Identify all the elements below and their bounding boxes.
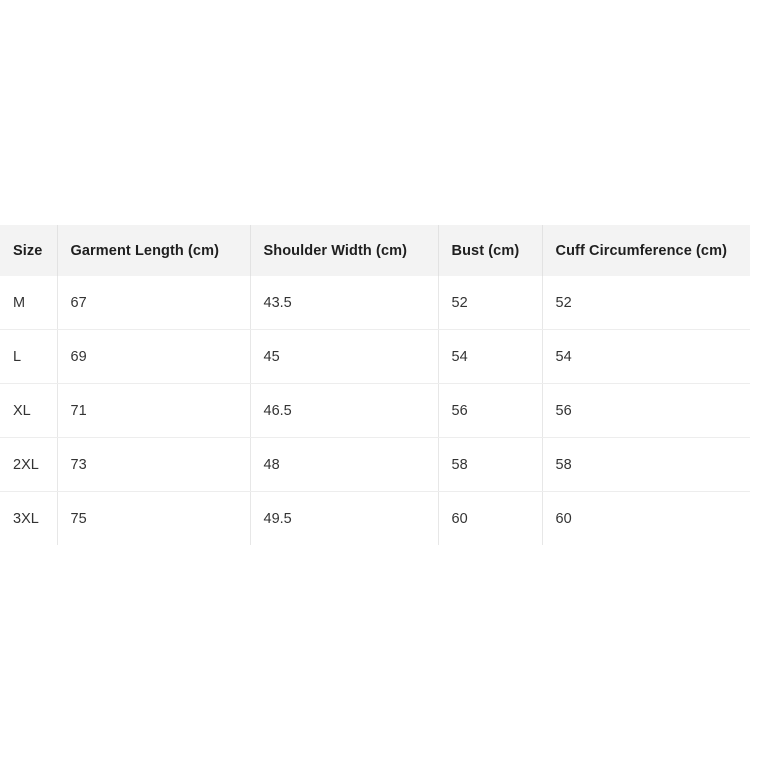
column-header-shoulder-width: Shoulder Width (cm): [250, 225, 439, 276]
cell-shoulder-width: 48: [250, 437, 439, 492]
cell-size: 2XL: [0, 437, 58, 492]
table-row: L 69 45 54 54: [0, 329, 750, 384]
cell-bust: 60: [438, 491, 543, 545]
cell-size: XL: [0, 383, 58, 438]
garment-size-chart-table: Size Garment Length (cm) Shoulder Width …: [0, 225, 750, 545]
cell-garment-length: 67: [57, 276, 251, 330]
cell-garment-length: 71: [57, 383, 251, 438]
column-header-garment-length: Garment Length (cm): [57, 225, 251, 276]
size-chart-container: Size Garment Length (cm) Shoulder Width …: [0, 225, 750, 545]
table-row: M 67 43.5 52 52: [0, 276, 750, 330]
cell-shoulder-width: 43.5: [250, 276, 439, 330]
cell-size: M: [0, 276, 58, 330]
cell-shoulder-width: 49.5: [250, 491, 439, 545]
column-header-bust: Bust (cm): [438, 225, 543, 276]
table-body: M 67 43.5 52 52 L 69 45 54 54 XL 71 46.5…: [0, 276, 750, 545]
table-row: XL 71 46.5 56 56: [0, 383, 750, 438]
table-row: 3XL 75 49.5 60 60: [0, 491, 750, 545]
table-header: Size Garment Length (cm) Shoulder Width …: [0, 225, 750, 276]
cell-shoulder-width: 46.5: [250, 383, 439, 438]
cell-bust: 54: [438, 329, 543, 384]
column-header-cuff-circumference: Cuff Circumference (cm): [542, 225, 750, 276]
cell-bust: 58: [438, 437, 543, 492]
cell-cuff-circumference: 60: [542, 491, 750, 545]
cell-garment-length: 73: [57, 437, 251, 492]
table-row: 2XL 73 48 58 58: [0, 437, 750, 492]
cell-cuff-circumference: 52: [542, 276, 750, 330]
column-header-size: Size: [0, 225, 58, 276]
table-header-row: Size Garment Length (cm) Shoulder Width …: [0, 225, 750, 276]
cell-cuff-circumference: 54: [542, 329, 750, 384]
cell-cuff-circumference: 58: [542, 437, 750, 492]
cell-shoulder-width: 45: [250, 329, 439, 384]
cell-cuff-circumference: 56: [542, 383, 750, 438]
cell-garment-length: 69: [57, 329, 251, 384]
cell-garment-length: 75: [57, 491, 251, 545]
cell-bust: 56: [438, 383, 543, 438]
cell-size: L: [0, 329, 58, 384]
cell-bust: 52: [438, 276, 543, 330]
cell-size: 3XL: [0, 491, 58, 545]
